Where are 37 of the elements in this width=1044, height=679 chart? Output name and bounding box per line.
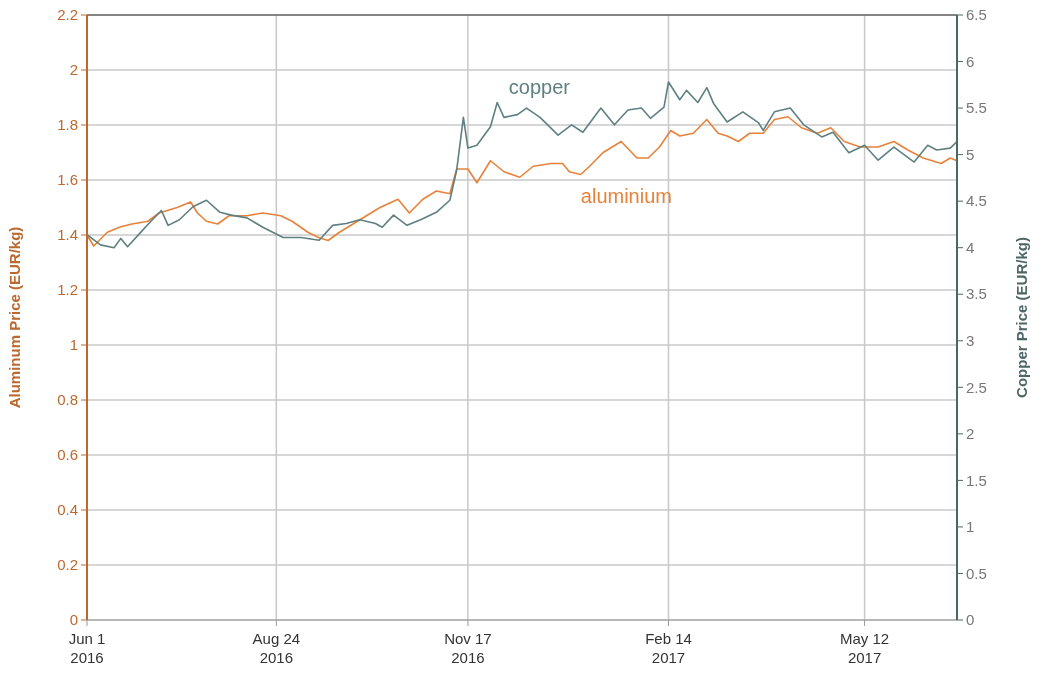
x-tick-label: Nov 17 2016	[444, 630, 492, 666]
series-label: copper	[508, 75, 571, 98]
line-series	[86, 81, 958, 249]
y2-tick-label: 5	[966, 145, 975, 163]
x-tick-label: Feb 14 2017	[645, 630, 692, 666]
y2-tick-label: 2	[966, 425, 975, 443]
y2-tick-label: 2.5	[966, 378, 987, 396]
y-tick-label: 1.2	[57, 281, 78, 299]
x-tick-label: Aug 24 2016	[252, 630, 301, 666]
series-label: aluminium	[580, 184, 672, 207]
y2-tick-label: 3	[966, 332, 975, 350]
y2-tick-label: 3.5	[966, 285, 987, 303]
y2-axis-title: Copper Price (EUR/kg)	[1013, 237, 1030, 398]
y2-tick-label: 6	[966, 52, 975, 70]
y-tick-label: 2	[69, 61, 78, 79]
y2-tick-label: 4	[966, 238, 975, 256]
y-tick-label: 1	[69, 336, 78, 354]
y-tick-label: 0	[69, 611, 78, 629]
y-tick-label: 0.4	[57, 501, 78, 519]
y2-tick-label: 4.5	[966, 192, 987, 210]
y-axis-title: Aluminum Price (EUR/kg)	[6, 226, 23, 409]
y-tick-label: 2.2	[57, 6, 78, 24]
y2-tick-label: 1	[966, 518, 975, 536]
y-tick-label: 1.6	[57, 171, 78, 189]
y-tick-label: 1.4	[57, 226, 78, 244]
y2-tick-label: 0.5	[966, 564, 987, 582]
line-series	[86, 115, 958, 247]
x-tick-label: Jun 1 2016	[68, 630, 106, 666]
y-tick-label: 0.6	[57, 446, 78, 464]
y2-tick-label: 1.5	[966, 471, 987, 489]
y2-tick-label: 6.5	[966, 6, 987, 24]
y2-tick-label: 5.5	[966, 99, 987, 117]
y-tick-label: 0.8	[57, 391, 78, 409]
y-tick-label: 0.2	[57, 556, 78, 574]
y2-tick-label: 0	[966, 611, 975, 629]
y-tick-label: 1.8	[57, 116, 78, 134]
x-tick-label: May 12 2017	[839, 630, 890, 666]
